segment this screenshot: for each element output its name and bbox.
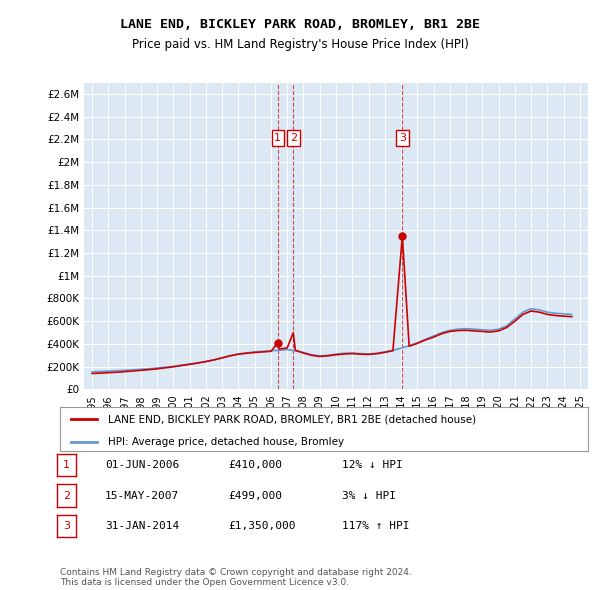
Point — [398, 231, 407, 241]
Text: £1,350,000: £1,350,000 — [228, 522, 296, 531]
Text: 1: 1 — [63, 460, 70, 470]
Text: Contains HM Land Registry data © Crown copyright and database right 2024.: Contains HM Land Registry data © Crown c… — [60, 568, 412, 577]
Text: £499,000: £499,000 — [228, 491, 282, 500]
Text: 3: 3 — [399, 133, 406, 143]
Text: LANE END, BICKLEY PARK ROAD, BROMLEY, BR1 2BE: LANE END, BICKLEY PARK ROAD, BROMLEY, BR… — [120, 18, 480, 31]
Text: This data is licensed under the Open Government Licence v3.0.: This data is licensed under the Open Gov… — [60, 578, 349, 587]
Point — [273, 338, 283, 348]
Text: 117% ↑ HPI: 117% ↑ HPI — [342, 522, 409, 531]
Text: LANE END, BICKLEY PARK ROAD, BROMLEY, BR1 2BE (detached house): LANE END, BICKLEY PARK ROAD, BROMLEY, BR… — [107, 415, 476, 424]
Text: Price paid vs. HM Land Registry's House Price Index (HPI): Price paid vs. HM Land Registry's House … — [131, 38, 469, 51]
Text: 01-JUN-2006: 01-JUN-2006 — [105, 460, 179, 470]
Text: 15-MAY-2007: 15-MAY-2007 — [105, 491, 179, 500]
Text: 3% ↓ HPI: 3% ↓ HPI — [342, 491, 396, 500]
Text: 2: 2 — [63, 491, 70, 500]
Text: £410,000: £410,000 — [228, 460, 282, 470]
Text: HPI: Average price, detached house, Bromley: HPI: Average price, detached house, Brom… — [107, 437, 344, 447]
Text: 2: 2 — [290, 133, 297, 143]
Text: 1: 1 — [274, 133, 281, 143]
Text: 31-JAN-2014: 31-JAN-2014 — [105, 522, 179, 531]
Text: 12% ↓ HPI: 12% ↓ HPI — [342, 460, 403, 470]
Text: 3: 3 — [63, 522, 70, 531]
